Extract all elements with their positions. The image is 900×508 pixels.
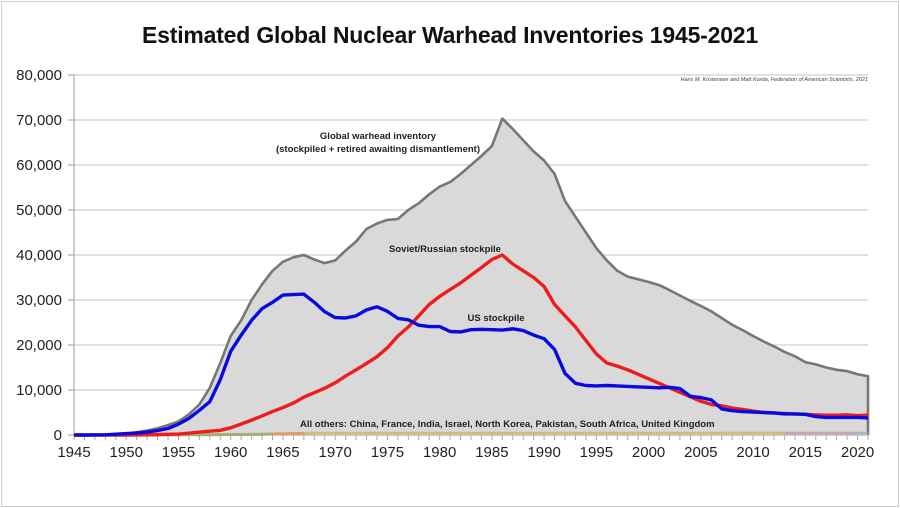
y-tick-label: 70,000 [16,112,62,129]
y-tick-label: 80,000 [16,67,62,84]
x-tick-label: 1980 [423,444,456,461]
x-tick-label: 2020 [841,444,874,461]
source-credit: Hans M. Kristensen and Matt Korda, Feder… [681,77,869,83]
y-tick-label: 0 [54,427,62,444]
x-tick-label: 2015 [789,444,822,461]
x-tick-label: 2000 [632,444,665,461]
x-tick-label: 1955 [162,444,195,461]
x-tick-label: 2010 [736,444,769,461]
x-tick-label: 1985 [475,444,508,461]
annotation-us: US stockpile [467,313,524,324]
x-tick-label: 1970 [318,444,351,461]
x-tick-label: 1945 [57,444,90,461]
y-tick-label: 50,000 [16,202,62,219]
x-axis: 1945 1950 1955 1960 1965 1970 1975 1980 1985 1990… [57,434,874,461]
x-tick-label: 1960 [214,444,247,461]
y-tick-label: 10,000 [16,382,62,399]
x-tick-label: 1990 [527,444,560,461]
y-tick-label: 30,000 [16,292,62,309]
soviet-russian-stockpile-line [74,253,869,437]
x-tick-label: 1965 [266,444,299,461]
x-tick-label: 1975 [371,444,404,461]
y-axis: 0 10,000 20,000 30,000 40,000 50,000 60,000 70,… [16,67,75,444]
chart-title: Estimated Global Nuclear Warhead Invento… [142,22,758,48]
global-inventory-line [74,117,870,437]
x-tick-label: 1950 [110,444,143,461]
annotation-others: All others: China, France, India, Israel… [300,419,715,430]
series-layer [74,117,870,437]
y-tick-label: 40,000 [16,247,62,264]
x-tick-label: 1995 [580,444,613,461]
annotation-soviet: Soviet/Russian stockpile [389,244,501,255]
us-stockpile-line [74,292,869,437]
x-tick-label: 2005 [684,444,717,461]
annotation-global-line1: Global warhead inventory [320,131,437,142]
others-line-segment [272,431,304,436]
y-tick-label: 20,000 [16,337,62,354]
y-tick-label: 60,000 [16,157,62,174]
annotation-global-line2: (stockpiled + retired awaiting dismantle… [276,144,480,155]
